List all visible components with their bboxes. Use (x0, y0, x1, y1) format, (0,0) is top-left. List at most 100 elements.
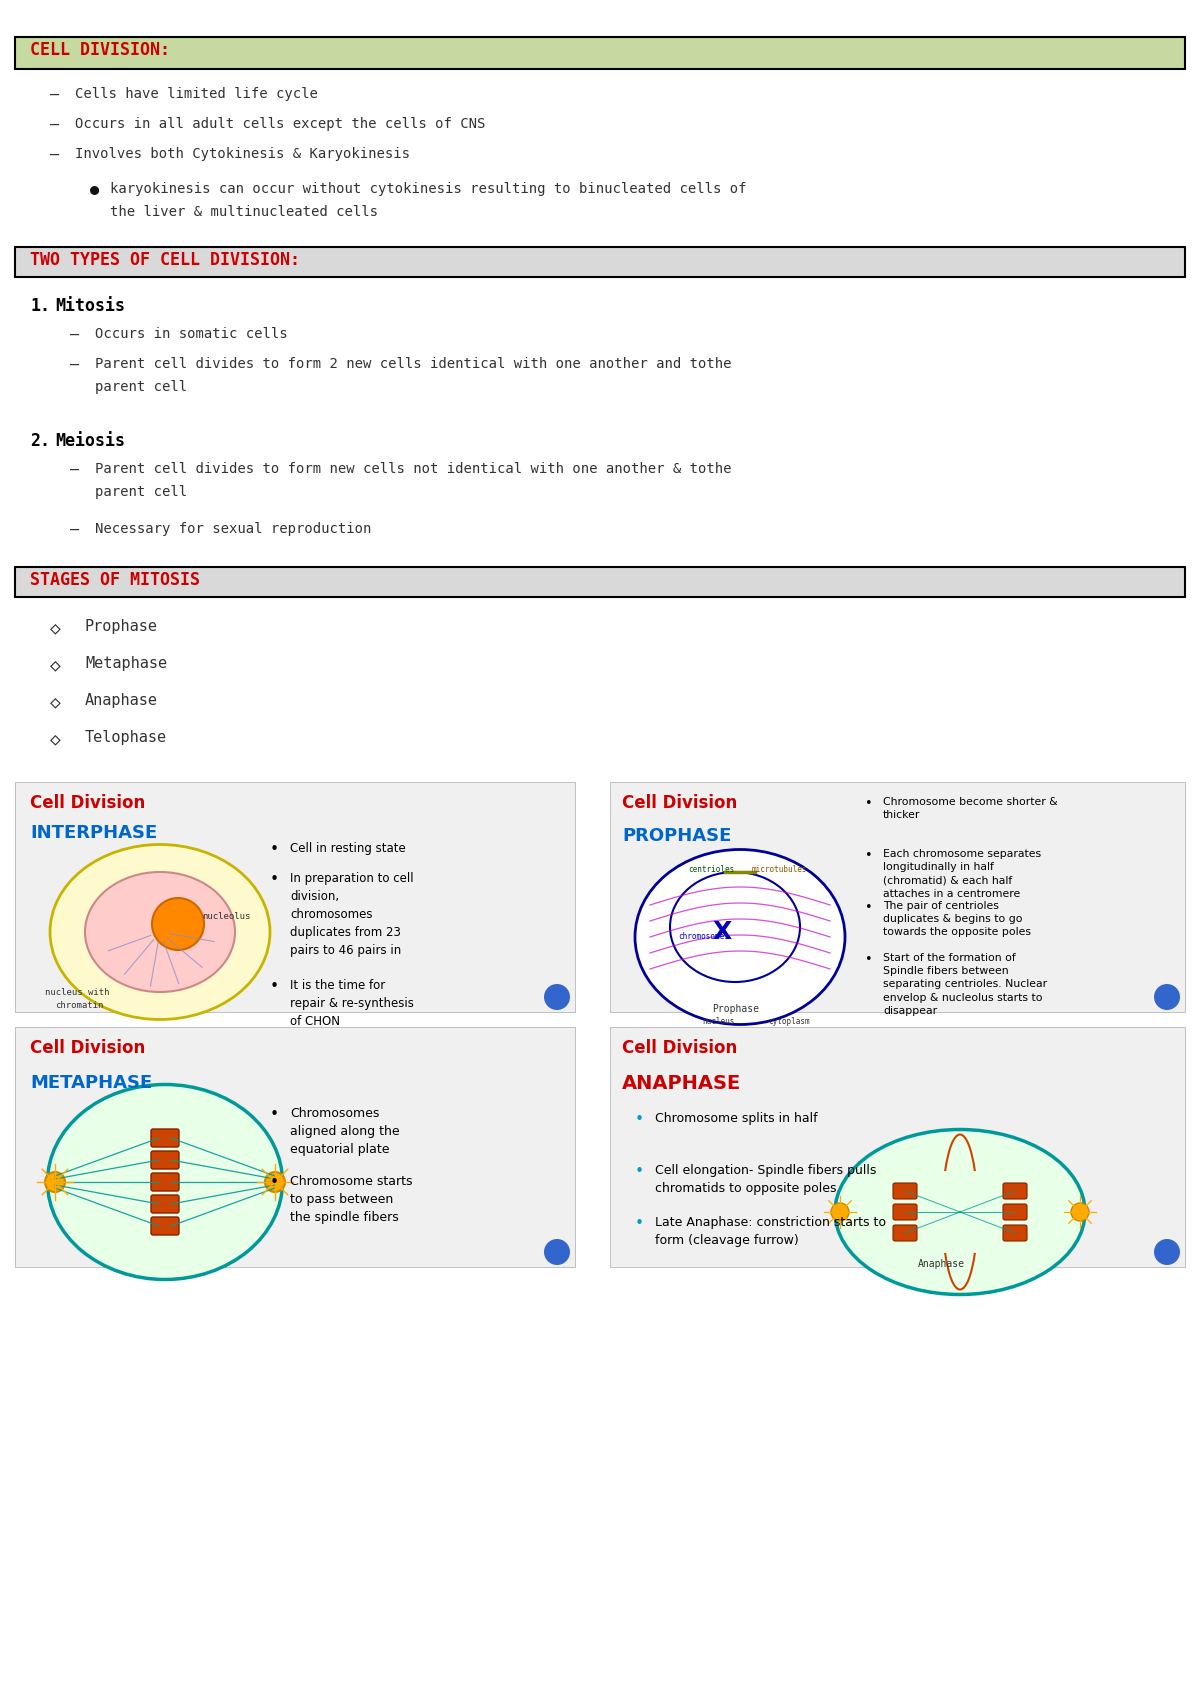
Text: Occurs in all adult cells except the cells of CNS: Occurs in all adult cells except the cel… (74, 117, 485, 131)
Text: Prophase: Prophase (712, 1005, 758, 1015)
Circle shape (152, 898, 204, 950)
Text: •: • (635, 1217, 644, 1230)
Text: microtubules: microtubules (752, 865, 808, 874)
FancyBboxPatch shape (893, 1203, 917, 1220)
FancyBboxPatch shape (151, 1173, 179, 1191)
FancyBboxPatch shape (151, 1129, 179, 1147)
Ellipse shape (635, 850, 845, 1025)
Text: Prophase: Prophase (85, 619, 158, 635)
Text: ◇: ◇ (50, 619, 61, 636)
Text: karyokinesis can occur without cytokinesis resulting to binucleated cells of
the: karyokinesis can occur without cytokines… (110, 182, 746, 219)
Text: Parent cell divides to form 2 new cells identical with one another and tothe
par: Parent cell divides to form 2 new cells … (95, 356, 732, 394)
Text: Chromosome splits in half: Chromosome splits in half (655, 1112, 817, 1125)
FancyBboxPatch shape (14, 248, 1186, 277)
Text: chromatin: chromatin (55, 1001, 103, 1010)
Text: Chromosome starts
to pass between
the spindle fibers: Chromosome starts to pass between the sp… (290, 1174, 413, 1224)
Text: Cell Division: Cell Division (622, 1039, 737, 1057)
Text: ◇: ◇ (50, 692, 61, 711)
FancyBboxPatch shape (14, 782, 575, 1011)
Circle shape (544, 984, 570, 1010)
Text: –: – (70, 523, 79, 536)
Text: Chromosomes
aligned along the
equatorial plate: Chromosomes aligned along the equatorial… (290, 1106, 400, 1156)
Text: •: • (270, 979, 280, 994)
FancyBboxPatch shape (1003, 1225, 1027, 1241)
Text: –: – (50, 117, 59, 132)
Circle shape (830, 1203, 850, 1222)
Text: Cell elongation- Spindle fibers pulls
chromatids to opposite poles: Cell elongation- Spindle fibers pulls ch… (655, 1164, 876, 1195)
Text: Anaphase: Anaphase (85, 692, 158, 708)
FancyBboxPatch shape (610, 782, 1186, 1011)
Text: PROPHASE: PROPHASE (622, 826, 731, 845)
Text: –: – (70, 328, 79, 343)
Text: Involves both Cytokinesis & Karyokinesis: Involves both Cytokinesis & Karyokinesis (74, 148, 410, 161)
Circle shape (265, 1173, 286, 1191)
Text: nucleus with: nucleus with (46, 988, 109, 998)
Text: In preparation to cell
division,
chromosomes
duplicates from 23
pairs to 46 pair: In preparation to cell division, chromos… (290, 872, 414, 957)
Text: •: • (865, 798, 872, 809)
Text: Meiosis: Meiosis (55, 433, 125, 450)
Ellipse shape (50, 845, 270, 1020)
Text: cytoplasm: cytoplasm (768, 1017, 810, 1027)
Text: ●: ● (90, 182, 100, 197)
FancyBboxPatch shape (1003, 1203, 1027, 1220)
Text: –: – (70, 462, 79, 477)
Text: Anaphase: Anaphase (918, 1259, 965, 1269)
Text: Cell Division: Cell Division (30, 794, 145, 811)
Text: INTERPHASE: INTERPHASE (30, 825, 157, 842)
Text: Parent cell divides to form new cells not identical with one another & tothe
par: Parent cell divides to form new cells no… (95, 462, 732, 499)
Text: Late Anaphase: constriction starts to
form (cleavage furrow): Late Anaphase: constriction starts to fo… (655, 1217, 886, 1247)
Text: Metaphase: Metaphase (85, 657, 167, 670)
Text: nucleus: nucleus (702, 1017, 734, 1027)
Text: –: – (50, 87, 59, 102)
Text: •: • (270, 872, 280, 888)
FancyBboxPatch shape (14, 37, 1186, 70)
Text: Cell in resting state: Cell in resting state (290, 842, 406, 855)
Text: Occurs in somatic cells: Occurs in somatic cells (95, 328, 288, 341)
Text: The pair of centrioles
duplicates & begins to go
towards the opposite poles: The pair of centrioles duplicates & begi… (883, 901, 1031, 937)
Text: X: X (713, 920, 732, 944)
Circle shape (1154, 1239, 1180, 1264)
Text: Chromosome become shorter &
thicker: Chromosome become shorter & thicker (883, 798, 1057, 820)
Text: It is the time for
repair & re-synthesis
of CHON: It is the time for repair & re-synthesis… (290, 979, 414, 1028)
Circle shape (544, 1239, 570, 1264)
Text: Necessary for sexual reproduction: Necessary for sexual reproduction (95, 523, 371, 536)
FancyBboxPatch shape (14, 567, 1186, 597)
Ellipse shape (48, 1084, 282, 1280)
Text: centrioles: centrioles (688, 865, 734, 874)
FancyBboxPatch shape (610, 1027, 1186, 1268)
Text: Telophase: Telophase (85, 730, 167, 745)
Text: 2.: 2. (30, 433, 50, 450)
FancyBboxPatch shape (893, 1225, 917, 1241)
Text: Each chromosome separates
longitudinally in half
(chromatid) & each half
attache: Each chromosome separates longitudinally… (883, 848, 1042, 899)
Text: TWO TYPES OF CELL DIVISION:: TWO TYPES OF CELL DIVISION: (30, 251, 300, 270)
Text: ◇: ◇ (50, 730, 61, 748)
Text: STAGES OF MITOSIS: STAGES OF MITOSIS (30, 570, 200, 589)
Circle shape (44, 1173, 65, 1191)
Circle shape (1154, 984, 1180, 1010)
Text: chromosomes: chromosomes (678, 932, 728, 942)
Text: •: • (270, 842, 280, 857)
Text: –: – (50, 148, 59, 161)
FancyBboxPatch shape (151, 1195, 179, 1213)
Text: ANAPHASE: ANAPHASE (622, 1074, 742, 1093)
Text: CELL DIVISION:: CELL DIVISION: (30, 41, 170, 59)
Text: Cell Division: Cell Division (30, 1039, 145, 1057)
Text: •: • (865, 901, 872, 915)
FancyBboxPatch shape (1003, 1183, 1027, 1200)
Text: 1.: 1. (30, 297, 50, 316)
Text: •: • (270, 1174, 280, 1190)
Text: Mitosis: Mitosis (55, 297, 125, 316)
Text: •: • (270, 1106, 280, 1122)
Text: Cells have limited life cycle: Cells have limited life cycle (74, 87, 318, 102)
Text: •: • (865, 954, 872, 966)
Ellipse shape (835, 1130, 1085, 1295)
Text: Cell Division: Cell Division (622, 794, 737, 811)
Text: •: • (635, 1164, 644, 1179)
Text: –: – (70, 356, 79, 372)
Ellipse shape (670, 872, 800, 983)
Text: Start of the formation of
Spindle fibers between
separating centrioles. Nuclear
: Start of the formation of Spindle fibers… (883, 954, 1048, 1017)
FancyBboxPatch shape (151, 1217, 179, 1235)
Ellipse shape (85, 872, 235, 993)
Circle shape (1072, 1203, 1090, 1222)
Text: •: • (635, 1112, 644, 1127)
